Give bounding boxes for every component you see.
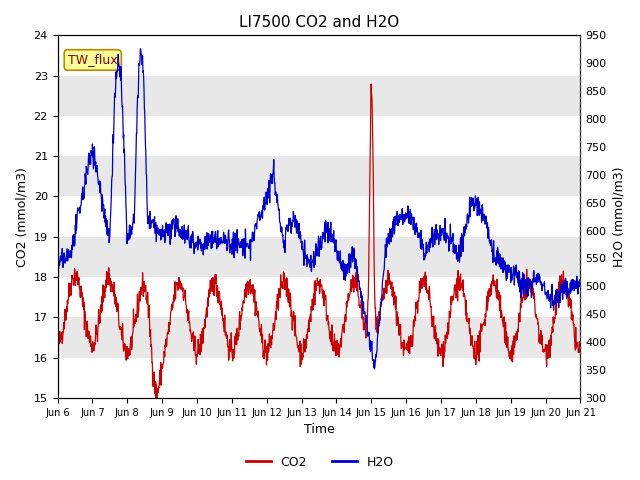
Bar	[58, 156, 580, 196]
Y-axis label: H2O (mmol/m3): H2O (mmol/m3)	[612, 167, 625, 267]
X-axis label: Time: Time	[303, 423, 334, 436]
Text: TW_flux: TW_flux	[68, 53, 118, 66]
Title: LI7500 CO2 and H2O: LI7500 CO2 and H2O	[239, 15, 399, 30]
Legend: CO2, H2O: CO2, H2O	[241, 451, 399, 474]
Bar	[58, 317, 580, 358]
Y-axis label: CO2 (mmol/m3): CO2 (mmol/m3)	[15, 167, 28, 266]
Bar	[58, 237, 580, 277]
Bar	[58, 76, 580, 116]
